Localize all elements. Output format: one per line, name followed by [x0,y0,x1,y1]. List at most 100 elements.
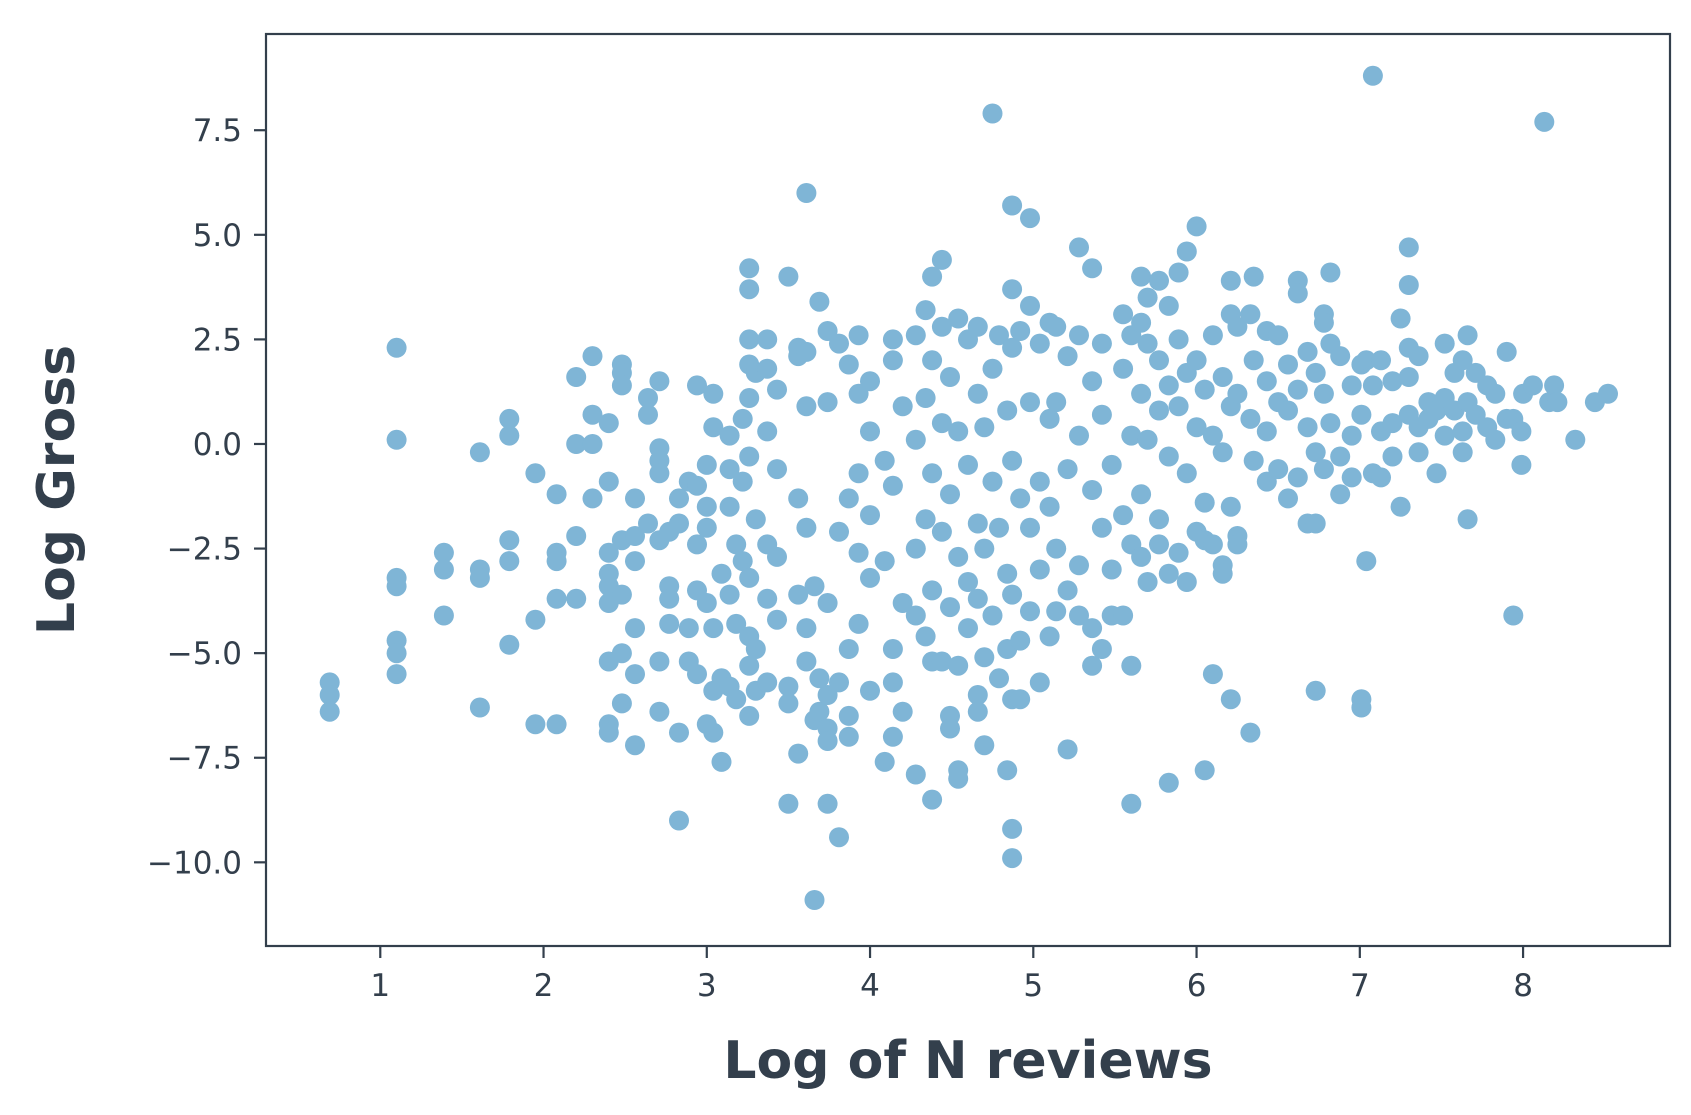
data-point-333 [1176,463,1197,484]
data-point-300 [1113,358,1134,379]
data-point-229 [967,383,988,404]
data-point-279 [1057,459,1078,480]
data-point-72 [659,588,680,609]
data-point-142 [788,743,809,764]
data-point-318 [1149,350,1169,371]
data-point-296 [1101,454,1122,475]
data-point-214 [940,484,960,505]
data-point-304 [1121,425,1142,446]
data-point-207 [922,789,943,810]
data-point-55 [625,526,645,546]
data-point-40 [598,542,619,563]
data-point-243 [989,517,1009,538]
data-point-324 [1158,446,1179,467]
data-point-281 [1057,739,1078,760]
data-point-241 [982,605,1003,626]
data-point-320 [1149,509,1169,530]
data-point-144 [796,341,817,362]
data-point-319 [1149,400,1169,421]
data-point-177 [860,421,880,442]
x-tick-label: 5 [1023,968,1043,1004]
data-point-378 [1287,379,1308,400]
data-point-128 [757,588,778,609]
data-point-314 [1137,333,1158,354]
data-point-110 [739,258,760,279]
data-point-95 [703,722,724,743]
data-point-307 [1121,793,1142,814]
data-point-234 [974,417,995,438]
data-point-424 [1408,442,1429,463]
data-point-167 [838,488,859,509]
data-point-289 [1082,480,1103,500]
data-point-143 [796,183,817,203]
data-point-316 [1137,572,1158,592]
data-point-345 [1202,534,1223,555]
data-point-385 [1305,513,1326,534]
data-point-313 [1137,287,1158,308]
data-point-76 [669,722,689,743]
data-point-39 [598,471,619,492]
data-point-386 [1305,680,1326,701]
data-point-171 [848,325,869,346]
data-point-57 [625,618,645,639]
data-point-411 [1371,467,1391,488]
data-point-114 [739,388,760,408]
data-point-373 [1278,354,1298,375]
data-point-263 [1020,392,1040,413]
data-point-365 [1243,450,1264,471]
data-point-140 [788,488,809,509]
data-point-355 [1220,689,1241,710]
data-point-454 [1534,111,1555,132]
data-point-175 [848,613,869,634]
data-point-434 [1452,350,1473,371]
data-point-444 [1485,383,1506,404]
data-point-178 [860,505,880,526]
data-point-412 [1382,371,1403,392]
data-point-218 [948,308,969,329]
data-point-326 [1158,772,1179,793]
data-point-79 [678,618,699,639]
data-point-20 [499,551,520,572]
data-point-422 [1408,346,1429,367]
data-point-2 [319,701,340,722]
data-point-414 [1382,446,1403,467]
data-point-274 [1046,316,1067,337]
data-point-179 [860,567,880,588]
data-point-115 [739,446,760,467]
data-point-278 [1057,346,1078,367]
data-point-35 [582,404,603,425]
data-point-66 [649,463,670,484]
data-point-292 [1091,333,1112,354]
data-point-375 [1278,488,1298,509]
data-point-390 [1313,459,1334,480]
data-point-33 [566,588,587,609]
data-point-244 [989,668,1009,689]
data-point-122 [745,639,766,659]
data-point-160 [817,731,838,751]
data-point-116 [739,567,760,588]
data-point-297 [1101,559,1122,580]
data-point-63 [649,371,670,392]
data-point-460 [1598,383,1618,404]
data-point-294 [1091,517,1112,538]
data-point-299 [1113,304,1134,325]
data-point-451 [1511,421,1532,442]
x-tick-label: 2 [534,968,554,1004]
data-point-287 [1082,258,1103,279]
data-point-230 [967,513,988,534]
data-point-350 [1212,563,1233,584]
data-point-457 [1547,392,1568,413]
data-point-336 [1186,350,1207,371]
data-point-328 [1168,329,1189,350]
data-point-210 [931,413,952,434]
data-point-60 [638,388,658,408]
data-point-166 [838,354,859,375]
data-point-211 [931,521,952,542]
data-point-344 [1202,425,1223,446]
data-point-260 [1010,689,1031,710]
data-point-104 [726,534,747,555]
data-point-52 [611,643,632,664]
data-point-405 [1356,551,1377,572]
data-point-9 [386,664,407,685]
data-point-51 [611,584,632,605]
